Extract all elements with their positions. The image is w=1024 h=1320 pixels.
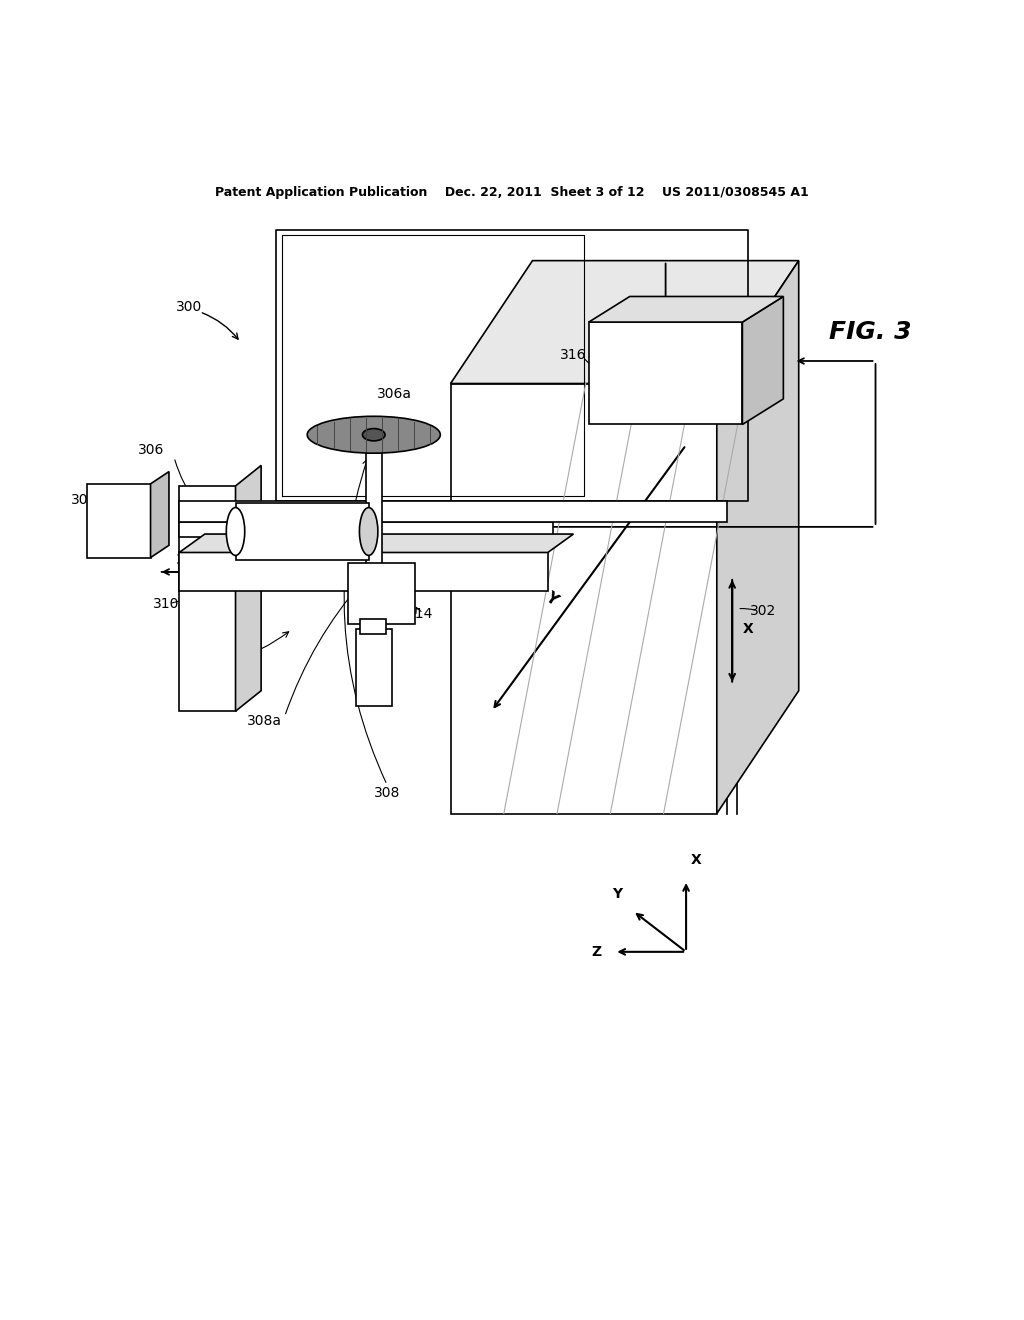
Text: 308a: 308a (247, 714, 282, 729)
Text: Y: Y (612, 887, 623, 900)
Text: 308: 308 (374, 787, 400, 800)
Text: Y: Y (543, 589, 560, 609)
FancyBboxPatch shape (87, 484, 151, 557)
FancyBboxPatch shape (348, 562, 415, 624)
Text: X: X (742, 622, 753, 636)
Polygon shape (179, 521, 553, 537)
Text: Patent Application Publication    Dec. 22, 2011  Sheet 3 of 12    US 2011/030854: Patent Application Publication Dec. 22, … (215, 186, 809, 198)
Text: 304: 304 (71, 494, 97, 507)
Polygon shape (451, 384, 717, 813)
Text: 300: 300 (176, 300, 203, 314)
Text: Z: Z (591, 945, 601, 958)
Text: 306b: 306b (193, 663, 227, 677)
Text: 306a: 306a (377, 387, 412, 401)
FancyBboxPatch shape (589, 322, 742, 425)
Polygon shape (179, 535, 573, 553)
Text: X: X (691, 853, 701, 867)
Text: FIG. 3: FIG. 3 (829, 321, 911, 345)
Text: Z: Z (190, 593, 199, 606)
Polygon shape (236, 503, 369, 560)
FancyBboxPatch shape (179, 486, 236, 711)
Polygon shape (742, 297, 783, 425)
Polygon shape (717, 260, 799, 813)
Polygon shape (179, 502, 727, 521)
Ellipse shape (362, 429, 385, 441)
FancyBboxPatch shape (360, 619, 386, 635)
Text: 310: 310 (153, 597, 179, 611)
Text: 302: 302 (750, 603, 776, 618)
Text: 316: 316 (560, 348, 587, 362)
Text: 312: 312 (176, 553, 203, 566)
Polygon shape (451, 260, 799, 384)
Polygon shape (179, 553, 548, 591)
Text: 314: 314 (407, 607, 433, 620)
Ellipse shape (307, 416, 440, 453)
Polygon shape (366, 453, 382, 624)
Polygon shape (151, 471, 169, 557)
Polygon shape (589, 297, 783, 322)
Polygon shape (236, 466, 261, 711)
Text: 306: 306 (138, 444, 165, 457)
Ellipse shape (226, 508, 245, 556)
FancyBboxPatch shape (356, 630, 392, 706)
Ellipse shape (359, 508, 378, 556)
